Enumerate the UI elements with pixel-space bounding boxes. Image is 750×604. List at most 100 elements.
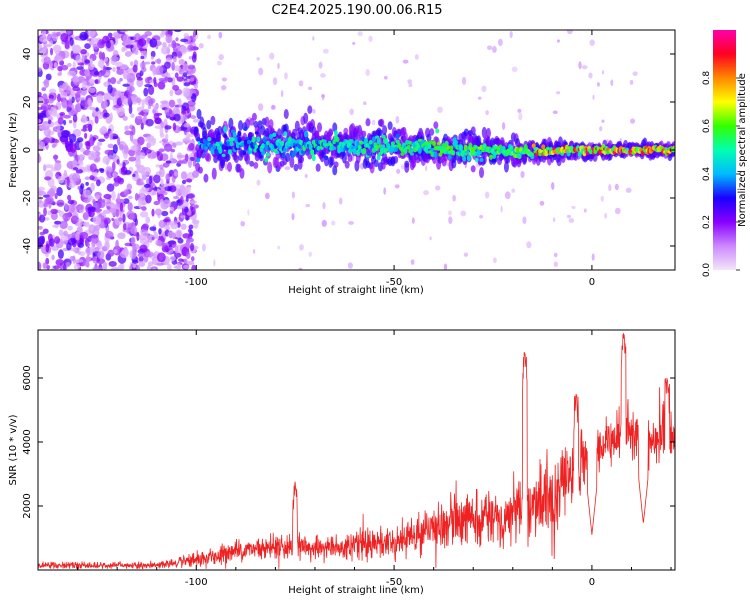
- noise-blob: [347, 262, 353, 269]
- noise-blob: [284, 166, 291, 171]
- band-core: [269, 133, 274, 140]
- band-halo: [233, 154, 239, 164]
- noise-blob: [124, 125, 130, 130]
- band-core: [400, 152, 405, 156]
- noise-blob: [173, 65, 181, 72]
- noise-blob: [193, 204, 199, 209]
- noise-blob: [128, 149, 136, 157]
- noise-blob: [76, 66, 84, 71]
- noise-blob: [54, 56, 64, 62]
- y-tick-label: -20: [22, 190, 33, 206]
- noise-blob: [77, 242, 85, 248]
- noise-blob: [187, 44, 194, 51]
- noise-blob: [154, 117, 162, 125]
- band-core: [261, 143, 266, 149]
- band-core: [468, 142, 473, 149]
- noise-blob: [143, 183, 151, 188]
- noise-blob: [149, 38, 158, 48]
- noise-blob: [131, 125, 136, 136]
- band-halo: [426, 133, 432, 143]
- noise-blob: [518, 112, 523, 121]
- colorbar-ticks: 0.0 0.2 0.4 0.6 0.8: [702, 71, 740, 278]
- band-core: [430, 147, 435, 152]
- noise-blob: [161, 242, 166, 248]
- noise-blob: [156, 66, 160, 76]
- noise-blob: [94, 246, 100, 252]
- band-halo: [451, 159, 457, 169]
- noise-blob: [38, 97, 45, 106]
- band-core: [256, 136, 261, 143]
- noise-blob: [132, 173, 136, 177]
- noise-blob: [85, 141, 91, 151]
- snr-y-ticks: 2000 4000 6000: [22, 365, 675, 519]
- noise-blob: [571, 205, 576, 209]
- noise-blob: [72, 167, 79, 171]
- band-core: [221, 153, 226, 158]
- band-halo: [286, 129, 292, 137]
- colorbar-tick-label: 0.0: [702, 263, 712, 278]
- noise-blob: [130, 95, 139, 103]
- noise-blob: [192, 30, 197, 38]
- band-core: [598, 148, 603, 155]
- band-core: [367, 152, 372, 156]
- band-halo: [429, 128, 435, 136]
- noise-blob: [84, 59, 91, 64]
- noise-blob: [147, 264, 152, 270]
- band-core: [265, 140, 270, 146]
- noise-blob: [394, 184, 400, 189]
- noise-blob: [132, 64, 138, 73]
- noise-blob: [193, 84, 198, 89]
- noise-blob: [72, 159, 78, 167]
- band-core: [264, 156, 269, 163]
- noise-blob: [423, 190, 429, 196]
- noise-blob: [175, 141, 184, 146]
- noise-blob: [38, 140, 43, 149]
- noise-blob: [67, 194, 72, 201]
- noise-blob: [147, 140, 156, 146]
- noise-blob: [629, 79, 634, 85]
- noise-blob: [84, 176, 91, 180]
- noise-blob: [111, 190, 116, 201]
- noise-blob: [181, 179, 187, 185]
- noise-blob: [121, 46, 126, 53]
- noise-blob: [84, 123, 91, 129]
- band-halo: [228, 117, 234, 130]
- noise-blob: [349, 108, 354, 116]
- noise-blob: [153, 200, 161, 206]
- noise-blob: [43, 56, 51, 65]
- noise-blob: [97, 39, 106, 49]
- noise-blob: [591, 253, 595, 261]
- noise-blob: [72, 86, 81, 92]
- noise-blob: [112, 143, 118, 154]
- noise-blob: [96, 114, 105, 120]
- noise-blob: [162, 199, 172, 208]
- band-core: [371, 136, 376, 143]
- noise-blob: [59, 112, 66, 116]
- spectrogram-panel: -100 -50 0 -40 -20 0 20 40 Height of straight …: [8, 29, 748, 296]
- noise-blob: [144, 83, 153, 88]
- band-core: [425, 150, 430, 154]
- noise-blob: [191, 53, 197, 63]
- noise-blob: [39, 231, 46, 236]
- noise-blob: [67, 70, 77, 77]
- noise-blob: [75, 54, 82, 64]
- band-core: [439, 149, 444, 154]
- noise-blob: [258, 67, 264, 76]
- noise-blob: [74, 231, 81, 241]
- noise-blob: [99, 168, 105, 173]
- band-core: [395, 133, 400, 139]
- noise-blob: [91, 171, 99, 177]
- noise-blob: [463, 252, 469, 257]
- noise-blob: [58, 85, 63, 94]
- colorbar-tick-label: 0.8: [702, 71, 712, 86]
- noise-blob: [556, 39, 560, 43]
- noise-blob: [308, 251, 312, 257]
- noise-blob: [53, 154, 58, 162]
- noise-blob: [252, 249, 256, 254]
- noise-blob: [182, 87, 190, 97]
- noise-blob: [57, 249, 64, 260]
- noise-blob: [90, 182, 95, 192]
- noise-blob: [193, 221, 199, 229]
- band-halo: [557, 136, 563, 148]
- noise-blob: [136, 77, 143, 81]
